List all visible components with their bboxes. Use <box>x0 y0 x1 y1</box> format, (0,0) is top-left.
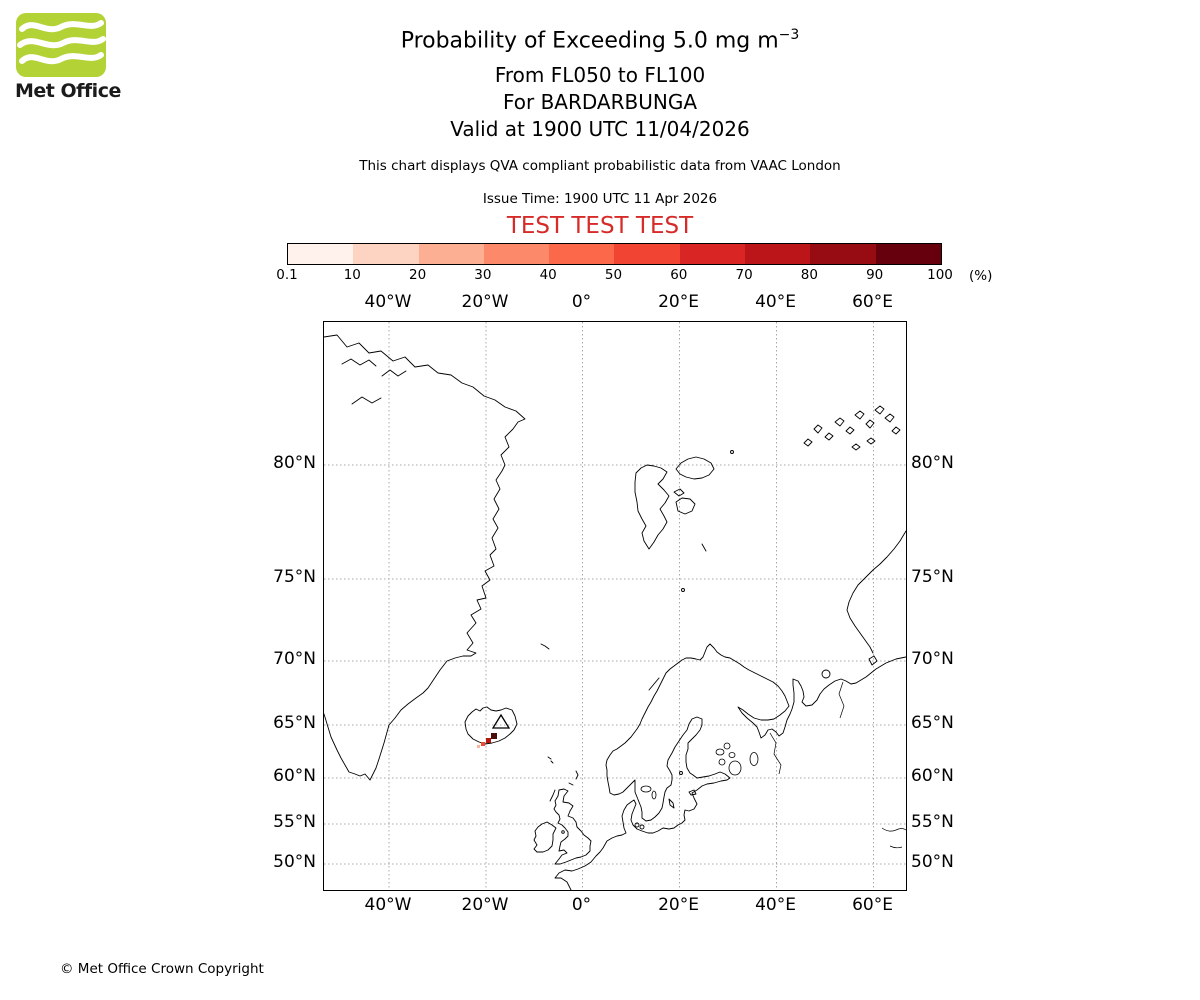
franz-josef-land-coastline <box>803 405 901 451</box>
copyright-notice: © Met Office Crown Copyright <box>60 961 264 977</box>
aland-island <box>679 771 683 775</box>
longitude-label: 60°E <box>852 895 893 915</box>
ash-cell <box>491 733 497 739</box>
ash-cell <box>481 742 485 746</box>
chart-title-text: Probability of Exceeding 5.0 mg m <box>400 28 779 54</box>
valid-time: Valid at 1900 UTC 11/04/2026 <box>450 117 750 141</box>
colorbar-segment <box>679 244 746 264</box>
grid-lines <box>324 322 906 890</box>
greenland-fjords <box>341 358 407 405</box>
latitude-label: 80°N <box>911 453 954 473</box>
latitude-label: 60°N <box>273 766 316 786</box>
colorbar-segment <box>353 244 419 264</box>
longitude-label: 20°E <box>658 292 699 312</box>
colorbar-tick-label: 70 <box>735 267 753 283</box>
longitude-label: 0° <box>571 292 592 312</box>
colorbar-tick-label: 80 <box>800 267 818 283</box>
volcano-triangle-marker <box>491 713 511 729</box>
latitude-label: 75°N <box>273 567 316 587</box>
test-banner: TEST TEST TEST <box>506 213 694 239</box>
map-frame <box>323 321 907 891</box>
colorbar-tick-label: 100 <box>927 267 953 283</box>
longitude-label: 0° <box>571 895 592 915</box>
longitude-label: 40°W <box>364 292 412 312</box>
bear-island <box>681 588 685 592</box>
danish-island-1 <box>634 822 640 828</box>
colorbar-segment <box>875 244 941 264</box>
danish-island-2 <box>639 824 645 830</box>
jan-mayen-coastline <box>540 643 550 650</box>
kolguev-island <box>821 669 831 679</box>
longitude-label: 20°W <box>461 895 509 915</box>
met-office-wordmark: Met Office <box>15 80 121 102</box>
ash-cell <box>477 745 480 748</box>
colorbar-tick-label: 20 <box>409 267 427 283</box>
lakes <box>640 742 759 800</box>
met-office-logo: Met Office <box>15 12 125 102</box>
longitude-label: 40°E <box>755 292 796 312</box>
colorbar-tick-label: 90 <box>866 267 884 283</box>
latitude-label: 70°N <box>273 649 316 669</box>
colorbar-tick-label: 60 <box>670 267 688 283</box>
greenland-coastline <box>324 334 526 781</box>
ash-cell <box>486 738 491 743</box>
met-office-logo-icon <box>16 13 106 77</box>
faroe-islands <box>547 756 554 764</box>
colorbar-segment <box>614 244 680 264</box>
volcano-name: For BARDARBUNGA <box>502 90 698 114</box>
iceland-coastline <box>464 706 518 745</box>
longitude-label: 60°E <box>852 292 893 312</box>
novaya-zemlya-coastline <box>846 530 906 666</box>
longitude-label: 20°E <box>658 895 699 915</box>
ash-probability-cells <box>477 733 497 748</box>
latitude-label: 55°N <box>273 812 316 832</box>
colorbar-segment <box>418 244 484 264</box>
kvitoya-island <box>730 450 734 454</box>
chart-title-exponent: −3 <box>778 27 800 43</box>
latitude-label: 65°N <box>911 713 954 733</box>
colorbar-tick-label: 40 <box>539 267 557 283</box>
colorbar-unit: (%) <box>969 268 993 284</box>
rivers <box>769 681 906 849</box>
colorbar-tick-label: 0.1 <box>276 267 298 283</box>
latitude-label: 60°N <box>911 766 954 786</box>
flight-level-range: From FL050 to FL100 <box>494 63 706 87</box>
scandinavia-europe-coastline <box>554 643 906 890</box>
svalbard-coastline <box>634 456 715 552</box>
chart-title: Probability of Exceeding 5.0 mg m−3 <box>0 27 1200 53</box>
qva-note: This chart displays QVA compliant probab… <box>359 158 841 174</box>
shetland-orkney <box>568 770 579 786</box>
longitude-label: 20°W <box>461 292 509 312</box>
ireland-coastline <box>533 821 557 853</box>
latitude-label: 55°N <box>911 812 954 832</box>
colorbar-segment <box>810 244 876 264</box>
colorbar-segment <box>549 244 615 264</box>
latitude-label: 70°N <box>911 649 954 669</box>
longitude-label: 40°E <box>755 895 796 915</box>
colorbar-segment <box>745 244 811 264</box>
isle-of-man <box>561 830 565 834</box>
baltic-islands <box>668 789 697 809</box>
uk-coastline <box>553 788 592 865</box>
colorbar-tick-labels: 0.1 10 20 30 40 50 60 70 80 90 100 <box>276 267 987 285</box>
hebrides-coastline <box>549 789 556 802</box>
colorbar-tick-label: 10 <box>343 267 361 283</box>
latitude-label: 65°N <box>273 713 316 733</box>
colorbar-segment <box>483 244 550 264</box>
colorbar-tick-label: 50 <box>604 267 623 283</box>
lofoten-coastline <box>648 677 660 691</box>
latitude-label: 50°N <box>911 852 954 872</box>
latitude-label: 50°N <box>273 852 316 872</box>
issue-time: Issue Time: 1900 UTC 11 Apr 2026 <box>482 191 718 207</box>
latitude-label: 80°N <box>273 453 316 473</box>
probability-colorbar <box>287 243 942 265</box>
colorbar-segment <box>288 244 354 264</box>
longitude-label: 40°W <box>364 895 412 915</box>
latitude-label: 75°N <box>911 567 954 587</box>
map-canvas <box>324 322 906 890</box>
colorbar-tick-label: 30 <box>474 267 492 283</box>
